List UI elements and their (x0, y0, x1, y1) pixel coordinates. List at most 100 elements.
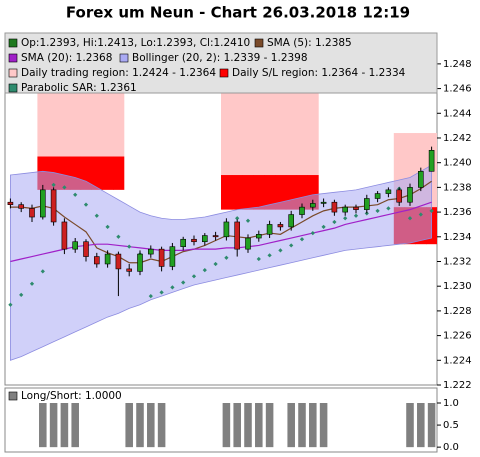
sar-dot (181, 280, 186, 285)
legend-label: Op:1.2393, Hi:1.2413, Lo:1.2393, Cl:1.24… (21, 37, 250, 49)
legend-swatch (119, 53, 129, 63)
candle-body (407, 187, 413, 203)
region (253, 33, 265, 176)
sar-dot (256, 256, 261, 262)
candle-body (223, 221, 230, 238)
region (113, 156, 125, 190)
bar (222, 403, 231, 448)
region (404, 133, 416, 208)
bar (406, 403, 414, 448)
region (307, 175, 319, 210)
region (221, 175, 233, 210)
bar (39, 403, 47, 448)
sar-dot (105, 224, 110, 230)
legend-swatch (8, 83, 18, 93)
region (113, 33, 125, 157)
legend-swatch (254, 38, 264, 48)
sar-dot (343, 216, 348, 221)
candle-body (169, 246, 176, 267)
y-tick-label: 0.0 (443, 442, 459, 453)
region (221, 33, 233, 176)
y-tick-label: 1.224 (443, 355, 472, 366)
y-tick-label: 1.0 (443, 398, 459, 409)
region (80, 156, 92, 190)
sar-dot (332, 219, 337, 225)
candle-body (202, 235, 208, 243)
candle-body (83, 241, 89, 257)
candle-body (148, 248, 154, 255)
candle-body (39, 189, 46, 218)
sar-dot (127, 244, 132, 249)
bar (60, 403, 69, 448)
sar-dot (159, 290, 164, 295)
y-tick-label: 1.244 (443, 108, 472, 119)
candle-body (126, 268, 132, 272)
sar-dot (83, 202, 89, 207)
candle-body (309, 203, 316, 208)
plot-layer (7, 33, 437, 361)
region (231, 175, 244, 210)
candle-body (266, 224, 273, 235)
y-tick-label: 1.222 (443, 380, 472, 391)
region (285, 33, 298, 176)
candle-body (374, 193, 381, 199)
legend-label: Parabolic SAR: 1.2361 (21, 82, 137, 94)
y-tick-label: 1.248 (443, 59, 472, 70)
region (264, 33, 276, 176)
region (80, 33, 92, 157)
legend-label: SMA (20): 1.2368 (21, 52, 112, 64)
candle-body (277, 224, 284, 228)
region (275, 175, 287, 210)
legend-swatch (8, 391, 18, 401)
sar-dot (73, 192, 78, 197)
y-tick-label: 1.240 (443, 158, 472, 169)
region (285, 175, 298, 210)
legend-box (4, 32, 438, 94)
sma-line (10, 180, 432, 264)
bar (136, 403, 144, 448)
candle-body (104, 253, 111, 265)
candle-body (180, 238, 186, 247)
candle-body (363, 198, 370, 210)
candle-body (61, 221, 68, 250)
region (393, 133, 406, 208)
sar-dot (62, 185, 67, 190)
region (231, 33, 244, 176)
region (69, 156, 82, 190)
sar-dot (429, 208, 434, 213)
legend-label: Long/Short: 1.0000 (21, 390, 122, 402)
sar-dot (289, 243, 294, 248)
bar (417, 403, 425, 448)
sar-dot (191, 274, 197, 279)
bar (309, 403, 317, 448)
sar-dot (224, 255, 229, 260)
plot-layer (39, 403, 436, 448)
bar (71, 403, 79, 448)
region (48, 33, 60, 157)
candle-body (299, 206, 305, 215)
sma-line (10, 201, 432, 263)
region (296, 33, 308, 176)
region (275, 33, 287, 176)
sar-dot (116, 234, 121, 239)
bar (255, 403, 263, 448)
bar (147, 403, 155, 448)
candle-body (245, 237, 251, 250)
sar-dot (170, 285, 175, 290)
y-tick-label: 1.232 (443, 256, 472, 267)
candle-body (115, 253, 122, 270)
candle-body (353, 206, 359, 210)
candle-body (331, 201, 338, 213)
candle-body (72, 241, 78, 250)
sar-dot (213, 261, 218, 267)
candle-body (18, 204, 25, 209)
candle-body (158, 248, 165, 267)
legend-swatch (8, 38, 18, 48)
legend-label: Daily S/L region: 1.2364 - 1.2334 (232, 67, 406, 79)
y-tick-label: 1.228 (443, 306, 472, 317)
y-tick-label: 1.234 (443, 232, 472, 243)
sar-dot (278, 248, 283, 253)
sar-dot (299, 237, 305, 242)
bar (287, 403, 295, 448)
